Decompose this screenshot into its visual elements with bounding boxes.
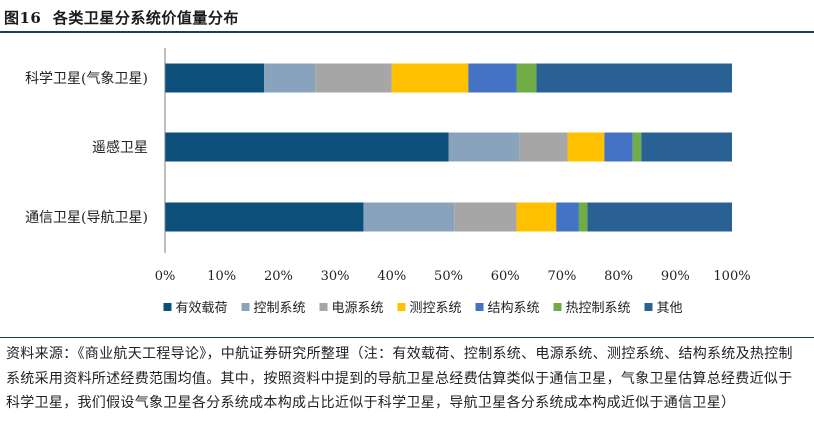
legend-swatch <box>319 303 328 311</box>
legend-label: 其他 <box>657 301 683 316</box>
bar-segment <box>519 132 568 162</box>
legend-swatch <box>475 303 484 311</box>
bar-segment <box>315 63 392 93</box>
x-tick-label: 80% <box>604 269 633 284</box>
bar-segment <box>536 63 732 93</box>
figure-title: 图16 各类卫星分系统价值量分布 <box>4 7 239 28</box>
bar-segment <box>516 63 537 93</box>
x-tick-label: 60% <box>491 269 520 284</box>
legend-swatch <box>163 303 172 311</box>
legend-label: 测控系统 <box>410 301 462 316</box>
bar-segment <box>264 63 316 93</box>
bar-segment <box>604 132 633 162</box>
bar-segment <box>556 202 579 232</box>
source-text: 资料来源：《商业航天工程导论》，中航证券研究所整理（注：有效载荷、控制系统、电源… <box>6 346 793 411</box>
legend-label: 有效载荷 <box>176 301 228 316</box>
legend-label: 控制系统 <box>254 301 306 316</box>
x-tick-label: 20% <box>264 269 293 284</box>
category-label: 通信卫星(导航卫星) <box>25 210 148 226</box>
x-tick-label: 0% <box>155 269 176 284</box>
bar-segment <box>632 132 642 162</box>
category-label: 科学卫星(气象卫星) <box>25 71 148 87</box>
figure-label: 图16 <box>4 9 42 27</box>
legend-label: 热控制系统 <box>566 301 631 316</box>
x-tick-label: 90% <box>661 269 690 284</box>
legend-swatch <box>553 303 562 311</box>
bar-segment <box>587 202 732 232</box>
bar-segment <box>578 202 588 232</box>
bar-segment <box>516 202 557 232</box>
bottom-rule <box>0 337 814 338</box>
bar-segment <box>454 202 517 232</box>
bar-segment <box>363 202 455 232</box>
category-label: 遥感卫星 <box>92 139 148 156</box>
legend-label: 电源系统 <box>332 301 384 316</box>
bar-segment <box>165 63 265 93</box>
source-note: 资料来源：《商业航天工程导论》，中航证券研究所整理（注：有效载荷、控制系统、电源… <box>6 342 806 416</box>
bar-segment <box>468 63 517 93</box>
legend-swatch <box>644 303 653 311</box>
x-tick-label: 50% <box>434 269 463 284</box>
bar-segment <box>165 202 364 232</box>
figure-title-text: 各类卫星分系统价值量分布 <box>52 9 239 27</box>
x-tick-label: 100% <box>713 269 750 284</box>
x-tick-label: 30% <box>321 269 350 284</box>
bar-segment <box>448 132 520 162</box>
legend-label: 结构系统 <box>488 301 540 316</box>
bar-segment <box>165 132 449 162</box>
legend-swatch <box>397 303 406 311</box>
x-tick-label: 70% <box>547 269 576 284</box>
bar-segment <box>641 132 732 162</box>
top-rule <box>0 31 814 33</box>
legend-swatch <box>241 303 250 311</box>
x-tick-label: 10% <box>207 269 236 284</box>
bar-segment <box>391 63 469 93</box>
bar-segment <box>567 132 605 162</box>
x-tick-label: 40% <box>377 269 406 284</box>
